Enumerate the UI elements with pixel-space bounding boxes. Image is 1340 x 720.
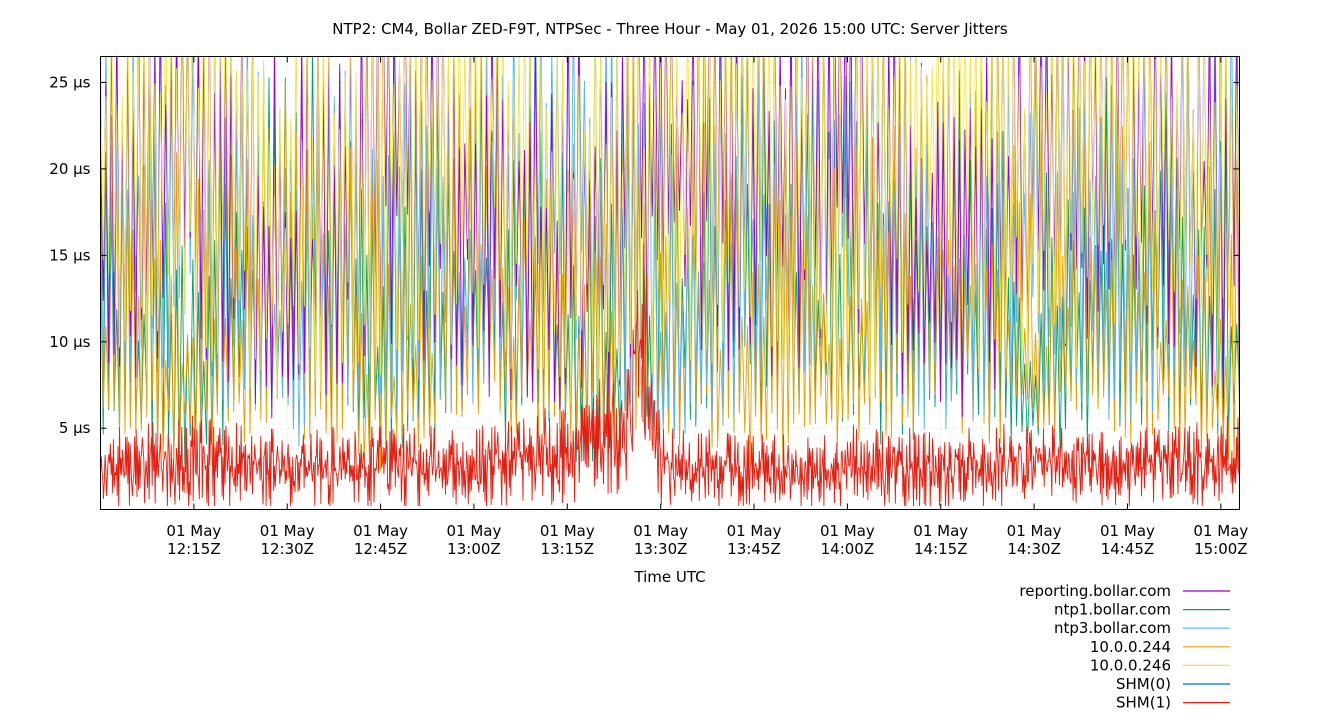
x-tick-label-date: 01 May — [540, 522, 595, 540]
x-tick-label-date: 01 May — [1007, 522, 1062, 540]
legend-label: 10.0.0.244 — [1090, 638, 1171, 656]
x-tick-label-date: 01 May — [633, 522, 688, 540]
x-tick-label-time: 14:00Z — [821, 540, 875, 558]
x-tick-label-date: 01 May — [1193, 522, 1248, 540]
legend-label: 10.0.0.246 — [1090, 656, 1171, 674]
x-tick-label-time: 12:15Z — [167, 540, 221, 558]
x-axis-label: Time UTC — [633, 568, 705, 586]
x-tick-label-date: 01 May — [820, 522, 875, 540]
legend-label: ntp1.bollar.com — [1054, 601, 1171, 619]
legend-label: SHM(1) — [1116, 694, 1171, 712]
y-tick-label: 20 µs — [49, 160, 90, 178]
x-tick-label-time: 13:15Z — [541, 540, 595, 558]
x-tick-label-time: 14:30Z — [1007, 540, 1061, 558]
plot-frame — [100, 56, 1240, 510]
y-tick-label: 10 µs — [49, 333, 90, 351]
y-tick-label: 25 µs — [49, 73, 90, 91]
x-tick-label-date: 01 May — [260, 522, 315, 540]
y-axis: 5 µs 10 µs 15 µs 20 µs 25 µs — [49, 73, 1240, 437]
legend-label: reporting.bollar.com — [1019, 582, 1171, 600]
plot-traces — [100, 56, 1240, 507]
legend-label: ntp3.bollar.com — [1054, 619, 1171, 637]
x-tick-label-time: 14:15Z — [914, 540, 968, 558]
x-tick-label-date: 01 May — [1100, 522, 1155, 540]
x-tick-label-time: 13:45Z — [727, 540, 781, 558]
legend-label: SHM(0) — [1116, 675, 1171, 693]
x-tick-label-date: 01 May — [447, 522, 502, 540]
x-tick-label-date: 01 May — [913, 522, 968, 540]
y-tick-label: 5 µs — [59, 419, 91, 437]
x-tick-label-time: 13:30Z — [634, 540, 688, 558]
chart-title: NTP2: CM4, Bollar ZED-F9T, NTPSec - Thre… — [332, 20, 1008, 38]
series-line-10.0.0.246 — [100, 56, 1240, 403]
legend: reporting.bollar.comntp1.bollar.comntp3.… — [1019, 582, 1230, 712]
x-tick-label-time: 15:00Z — [1194, 540, 1248, 558]
x-tick-label-time: 13:00Z — [447, 540, 501, 558]
x-tick-label-time: 14:45Z — [1101, 540, 1155, 558]
x-tick-label-date: 01 May — [727, 522, 782, 540]
series-line-SHM(1) — [100, 243, 1240, 507]
y-tick-label: 15 µs — [49, 246, 90, 264]
x-tick-label-time: 12:30Z — [260, 540, 314, 558]
x-tick-label-date: 01 May — [166, 522, 221, 540]
x-tick-label-time: 12:45Z — [354, 540, 408, 558]
x-tick-label-date: 01 May — [353, 522, 408, 540]
